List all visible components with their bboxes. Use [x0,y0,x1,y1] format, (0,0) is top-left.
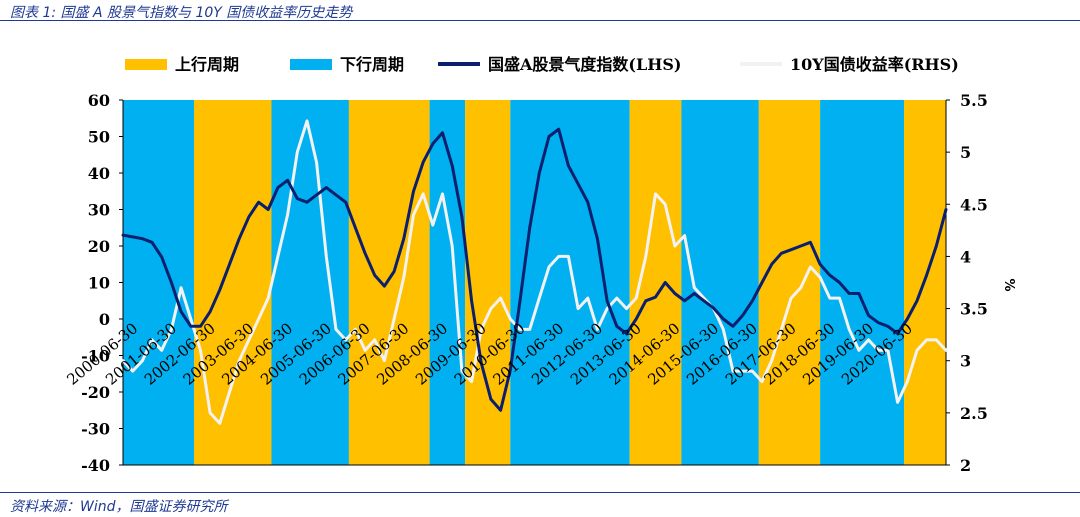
y-left-tick-label: 40 [88,164,110,183]
y-left-tick-label: -10 [81,347,110,366]
figure-title: 图表 1: 国盛 A 股景气指数与 10Y 国债收益率历史走势 [10,5,353,21]
band-downcycle [271,100,349,465]
y-right-ticks: 5.5 5 4.5 4 3.5 3 2.5 2 [946,91,988,475]
y-right-tick-label: 3 [960,352,971,371]
chart-canvas: 60 50 40 30 20 10 0 -10 -20 -30 -40 5.5 5 4.5 4 3.5 3 2.5… [63,55,1016,475]
y-left-tick-label: -20 [81,383,110,402]
y-left-tick-label: 60 [88,91,110,110]
cycle-bands [123,100,946,465]
band-upcycle [758,100,821,465]
y-right-tick-label: 5.5 [960,91,988,110]
y-right-tick-label: 4.5 [960,195,988,214]
legend-swatch [290,59,332,70]
band-upcycle [194,100,272,465]
band-downcycle [429,100,466,465]
y-right-tick-label: 5 [960,143,971,162]
source-note: 资料来源：Wind，国盛证券研究所 [10,499,228,515]
legend-label: 上行周期 [175,55,239,74]
y-left-ticks: 60 50 40 30 20 10 0 -10 -20 -30 -40 [81,91,123,475]
y-left-tick-label: -30 [81,420,110,439]
band-upcycle [629,100,682,465]
legend: 上行周期 下行周期 国盛A股景气度指数(LHS) 10Y国债收益率(RHS) [125,55,959,74]
series-line-yield [121,119,948,425]
y-right-tick-label: 3.5 [960,300,988,319]
band-downcycle [510,100,630,465]
legend-label: 下行周期 [340,55,404,74]
y-left-tick-label: 30 [88,201,110,220]
y-right-unit-label: % [1001,278,1016,291]
top-rule [0,20,1080,21]
y-right-tick-label: 2 [960,456,971,475]
y-left-tick-label: 0 [99,310,110,329]
legend-label: 国盛A股景气度指数(LHS) [488,55,681,74]
y-left-tick-label: 50 [88,128,110,147]
y-left-tick-label: 20 [88,237,110,256]
band-downcycle [123,100,195,465]
band-upcycle [465,100,511,465]
y-right-tick-label: 2.5 [960,404,988,423]
legend-swatch [125,59,167,70]
y-right-tick-label: 4 [960,247,971,266]
bottom-rule [0,492,1080,493]
legend-label: 10Y国债收益率(RHS) [790,55,959,74]
y-left-tick-label: -40 [81,456,110,475]
y-left-tick-label: 10 [88,274,110,293]
series-line-index [121,127,948,412]
band-upcycle [348,100,430,465]
band-downcycle [820,100,905,465]
